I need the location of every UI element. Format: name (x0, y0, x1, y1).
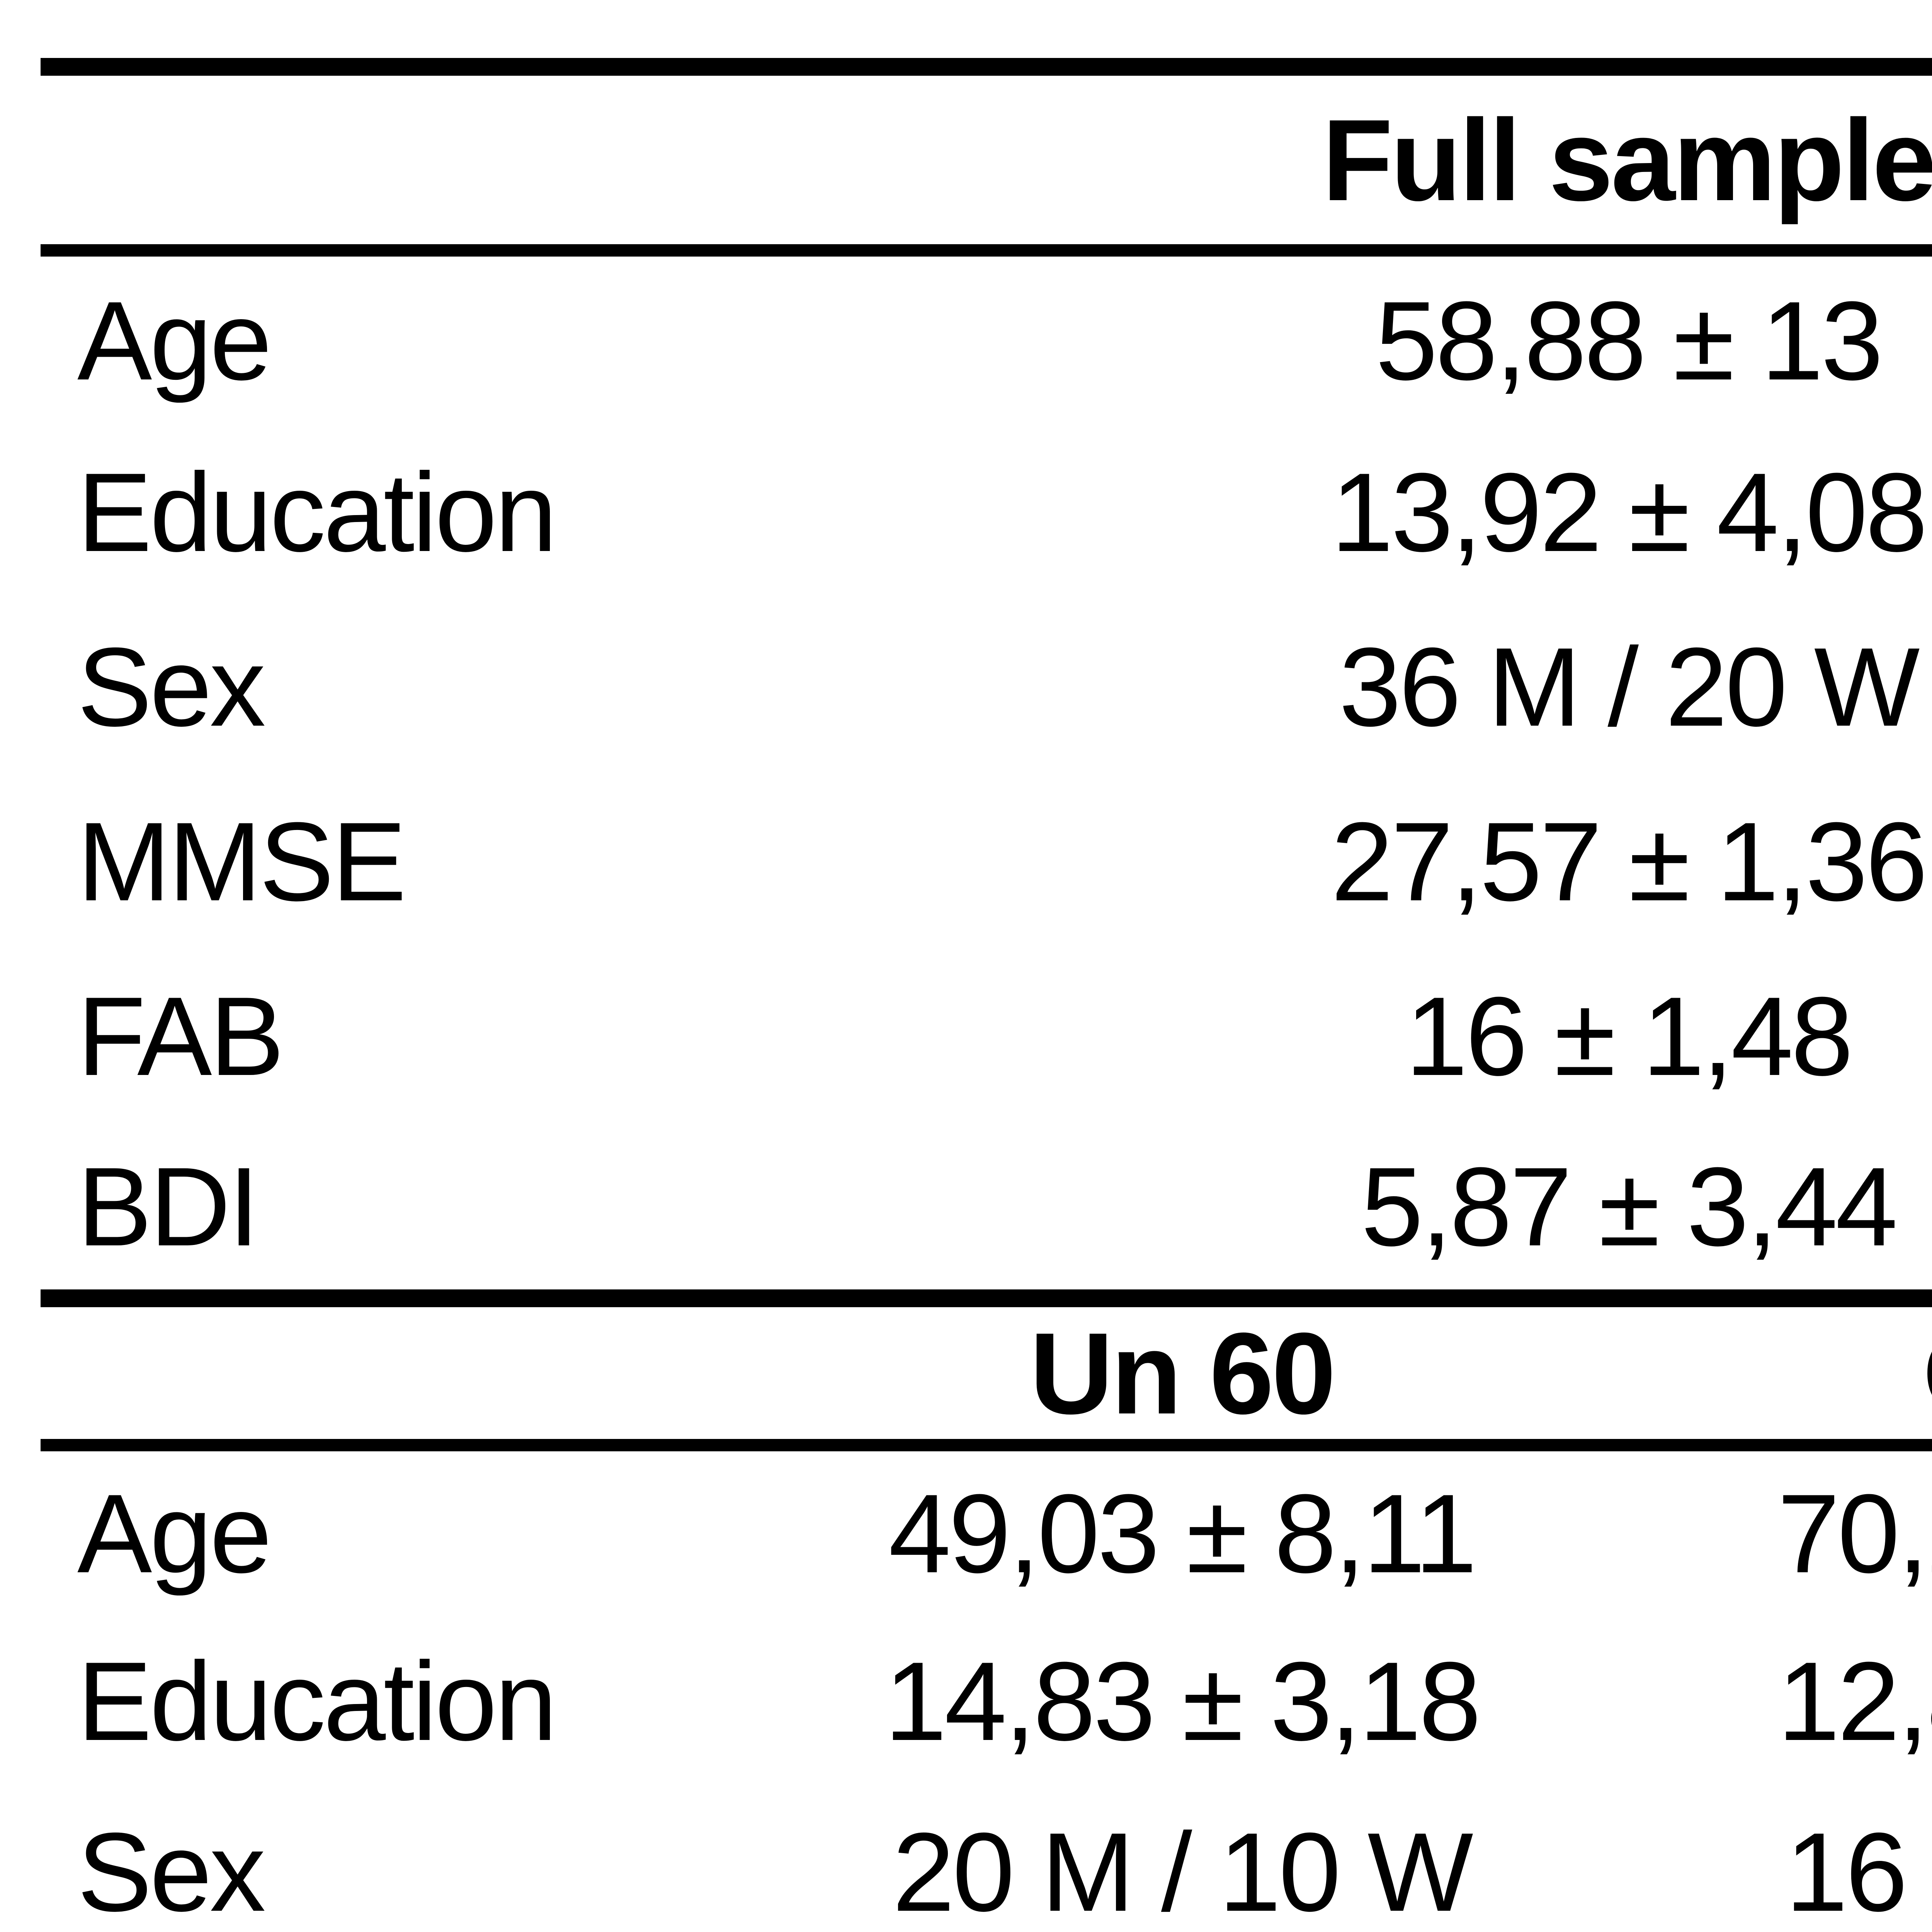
row-label: MMSE (77, 799, 406, 924)
empty-corner-cell (41, 1298, 735, 1445)
table-row: Education 13,92 ± 4,08 (41, 425, 1932, 600)
row-label: FAB (77, 974, 284, 1099)
demographics-table: Full sample Age 58,88 ± 13 Education 13,… (41, 58, 1932, 1932)
table-row: MMSE 27,57 ± 1,36 (41, 774, 1932, 949)
row-label: Education (77, 1639, 557, 1764)
empty-corner-cell (41, 67, 735, 250)
cell-ov60: 16 M / 10 W (1785, 1810, 1932, 1932)
cell-value: 27,57 ± 1,36 (1331, 799, 1928, 924)
column-header-ov60: Ov 60 (1628, 1298, 1932, 1445)
full-sample-header-row: Full sample (41, 67, 1932, 250)
cell-un60: 14,83 ± 3,18 (884, 1639, 1481, 1764)
table-row: Age 58,88 ± 13 (41, 250, 1932, 425)
row-label: Sex (77, 1810, 266, 1932)
table-row: FAB 16 ± 1,48 (41, 949, 1932, 1124)
table-row: Education 14,83 ± 3,18 12,88 ± 4,78 (41, 1616, 1932, 1787)
column-header-un60: Un 60 (1029, 1308, 1336, 1438)
table-row: Sex 20 M / 10 W 16 M / 10 W (41, 1787, 1932, 1932)
cell-value: 58,88 ± 13 (1375, 278, 1884, 403)
cell-value: 36 M / 20 W (1339, 624, 1920, 750)
cell-value: 16 ± 1,48 (1405, 974, 1853, 1099)
table-row: Age 49,03 ± 8,11 70,23 ± 6,70 (41, 1445, 1932, 1616)
row-label: Age (77, 1471, 272, 1596)
age-groups-header-row: Un 60 Ov 60 (41, 1298, 1932, 1445)
cell-un60: 49,03 ± 8,11 (888, 1471, 1477, 1596)
column-header-full-sample: Full sample (1322, 95, 1932, 225)
cell-ov60: 12,88 ± 4,78 (1777, 1639, 1932, 1764)
cell-value: 13,92 ± 4,08 (1331, 450, 1928, 575)
row-label: BDI (77, 1144, 259, 1269)
row-label: Education (77, 450, 557, 575)
table-row: BDI 5,87 ± 3,44 (41, 1124, 1932, 1298)
cell-un60: 20 M / 10 W (892, 1810, 1473, 1932)
cell-ov60: 70,23 ± 6,70 (1777, 1471, 1932, 1596)
table-row: Sex 36 M / 20 W (41, 600, 1932, 774)
row-label: Age (77, 278, 272, 403)
row-label: Sex (77, 624, 266, 750)
cell-value: 5,87 ± 3,44 (1361, 1144, 1898, 1269)
